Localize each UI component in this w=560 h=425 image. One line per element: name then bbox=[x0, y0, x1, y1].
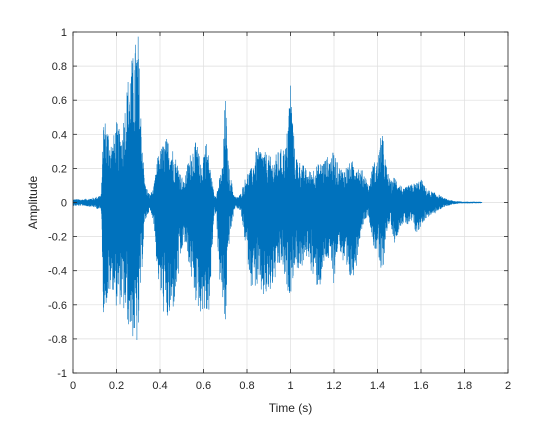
series-layer bbox=[73, 36, 483, 340]
y-axis-label: Amplitude bbox=[26, 176, 40, 230]
x-axis-label: Time (s) bbox=[269, 401, 313, 415]
y-tick-label: -0.6 bbox=[48, 300, 67, 312]
waveform-series-line bbox=[73, 36, 483, 340]
y-tick-label: 0 bbox=[61, 198, 67, 210]
x-tick-label: 0.4 bbox=[152, 380, 167, 392]
x-tick-label: 0.6 bbox=[196, 380, 211, 392]
y-tick-label: 0.6 bbox=[52, 95, 67, 107]
x-tick-label: 1.4 bbox=[370, 380, 385, 392]
y-tick-label: -0.4 bbox=[48, 266, 67, 278]
y-tick-label: 0.2 bbox=[52, 163, 67, 175]
x-tick-label: 1.8 bbox=[457, 380, 472, 392]
y-tick-label: -1 bbox=[57, 368, 67, 380]
y-tick-label: 0.4 bbox=[52, 129, 67, 141]
x-tick-label: 2 bbox=[505, 380, 511, 392]
y-tick-label: 0.8 bbox=[52, 61, 67, 73]
y-tick-label: 1 bbox=[61, 27, 67, 39]
x-tick-label: 1 bbox=[287, 380, 293, 392]
x-tick-label: 0.2 bbox=[109, 380, 124, 392]
x-tick-label: 1.6 bbox=[413, 380, 428, 392]
x-tick-label: 0 bbox=[70, 380, 76, 392]
x-tick-label: 0.8 bbox=[239, 380, 254, 392]
y-tick-label: -0.8 bbox=[48, 334, 67, 346]
x-tick-label: 1.2 bbox=[326, 380, 341, 392]
y-tick-label: -0.2 bbox=[48, 232, 67, 244]
tick-layer: 0 0.2 0.4 0.6 0.8 1 1.2 1.4 1.6 1.8 2 -1 -0.8 -0.6 -0.… bbox=[48, 27, 511, 392]
